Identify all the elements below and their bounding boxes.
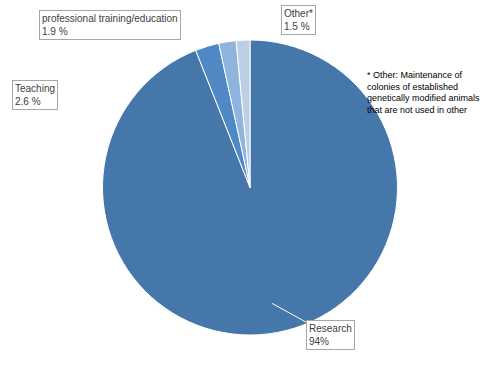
svg-text:Research94%: Research94% [309, 323, 352, 347]
svg-text:* Other: Maintenance ofcolonie: * Other: Maintenance ofcolonies of estab… [367, 70, 480, 115]
svg-text:Other*1.5 %: Other*1.5 % [284, 8, 313, 32]
svg-text:professional training/educatio: professional training/education1.9 % [42, 13, 178, 37]
svg-text:Teaching2.6 %: Teaching2.6 % [15, 83, 55, 107]
